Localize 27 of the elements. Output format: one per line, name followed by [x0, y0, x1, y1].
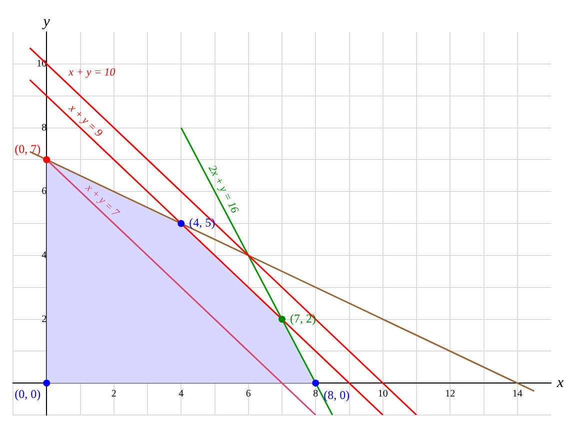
- point: [43, 156, 50, 164]
- annotation: (0, 7): [14, 142, 41, 156]
- y-tick-label: 6: [42, 186, 47, 198]
- x-tick-label: 6: [246, 388, 251, 400]
- x-tick-label: 8: [313, 388, 318, 400]
- y-tick-label: 8: [42, 122, 47, 134]
- point: [178, 220, 185, 227]
- x-tick-label: 12: [445, 388, 456, 400]
- text: x + y = 7: [82, 181, 122, 220]
- x-axis-title: x: [556, 375, 564, 392]
- x-tick-label: 14: [512, 388, 522, 400]
- y-axis-title: y: [41, 14, 50, 30]
- series-label: x + y = 10: [68, 66, 116, 78]
- y-tick-label: 2: [42, 314, 47, 325]
- annotation: (8, 0): [324, 388, 350, 402]
- point: [43, 380, 50, 387]
- x-tick-label: 10: [378, 388, 388, 400]
- annotation: (7, 2): [290, 311, 316, 326]
- annotation: (4, 5): [189, 216, 216, 230]
- y-tick-label: 4: [42, 250, 47, 262]
- annotation: (0, 0): [14, 387, 41, 402]
- text: 2x + y = 16: [206, 163, 241, 216]
- x-tick-label: 2: [111, 388, 116, 400]
- point: [312, 380, 320, 387]
- point: [278, 316, 286, 323]
- text: x + y = 9: [66, 102, 105, 140]
- x-tick-label: 4: [178, 388, 184, 400]
